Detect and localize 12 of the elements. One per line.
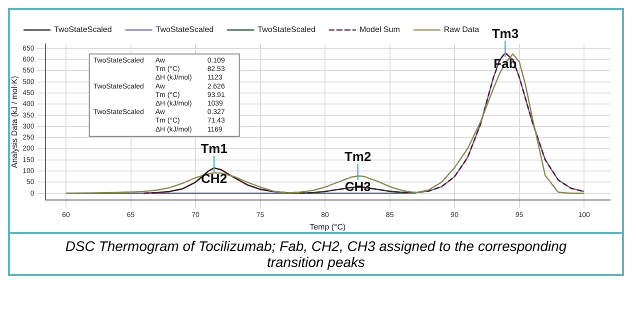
legend-label: TwoStateScaled	[258, 25, 316, 34]
text: DSC Thermogram of Tocilizumab; Fab, CH2, CH3 assigned to the corresponding transition peaks	[10, 232, 622, 274]
annotation: Tm3	[492, 26, 519, 41]
legend-label: TwoStateScaled	[54, 25, 112, 34]
legend-label: Raw Data	[444, 25, 480, 34]
y-axis-title: Analysis Data (kJ / mol·K)	[10, 76, 20, 168]
legend-label: Model Sum	[359, 25, 400, 34]
annotation: CH2	[201, 170, 228, 186]
x-axis-title: Temp (°C)	[310, 222, 346, 232]
annotation: Tm2	[344, 149, 372, 164]
legend-label: TwoStateScaled	[156, 25, 214, 34]
annotation: Tm1	[200, 140, 228, 156]
